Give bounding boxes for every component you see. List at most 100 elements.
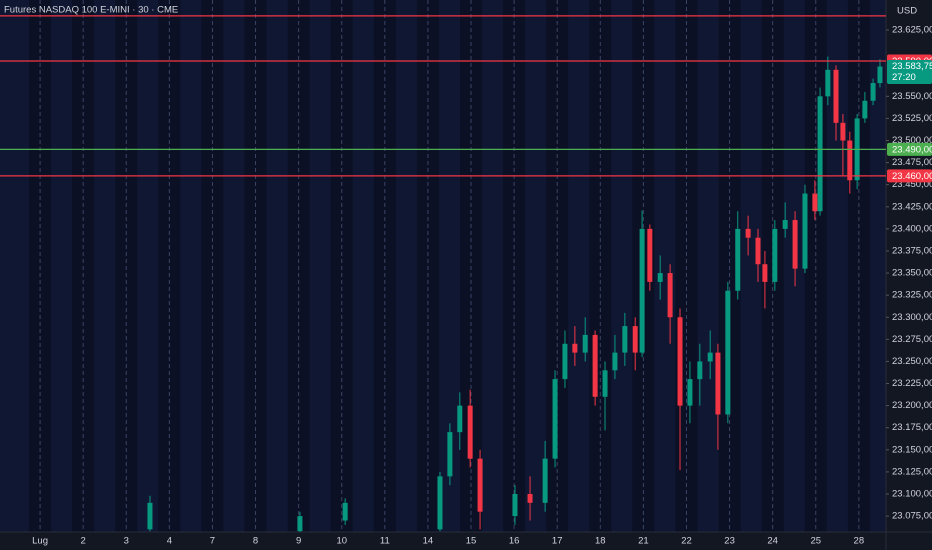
candle-body (735, 228, 741, 291)
x-tick-label: 2 (81, 536, 86, 547)
countdown: 27:20 (892, 72, 916, 83)
last-price-label: 23.583,75 (892, 61, 932, 72)
candle-body (562, 343, 568, 380)
y-tick-label: 23.475,00 (892, 157, 932, 168)
y-tick-label: 23.175,00 (892, 422, 932, 433)
y-tick-label: 23.250,00 (892, 356, 932, 367)
candle-body (582, 334, 588, 353)
y-tick-label: 23.325,00 (892, 290, 932, 301)
candle-body (847, 140, 853, 181)
x-tick-label: 7 (210, 536, 215, 547)
y-tick-label: 23.625,00 (892, 25, 932, 36)
chart-title: Futures NASDAQ 100 E-MINI · 30 · CME (4, 5, 178, 16)
candle-body (457, 405, 463, 433)
time-axis (0, 532, 886, 550)
y-tick-label: 23.150,00 (892, 444, 932, 455)
candle-body (840, 122, 846, 141)
candle-body (647, 228, 653, 282)
x-tick-label: 17 (552, 536, 563, 547)
x-tick-label: 28 (854, 536, 865, 547)
candle-body (687, 379, 693, 406)
candle-body (147, 502, 153, 530)
candle-body (657, 273, 663, 282)
candle-body (667, 273, 673, 318)
candle-body (542, 458, 548, 503)
x-tick-label: 24 (767, 536, 778, 547)
last-price-badge (887, 60, 932, 84)
candle-body (755, 237, 761, 265)
price-badge-label: 23.460,00 (892, 171, 932, 182)
price-badge (887, 142, 932, 156)
candle-body (707, 352, 713, 362)
y-tick-label: 23.300,00 (892, 312, 932, 323)
y-tick-label: 23.375,00 (892, 245, 932, 256)
candle-body (572, 343, 578, 353)
y-tick-label: 23.200,00 (892, 400, 932, 411)
candle-body (622, 326, 628, 353)
x-tick-label: 21 (638, 536, 649, 547)
price-badge (887, 169, 932, 183)
y-tick-label: 23.275,00 (892, 334, 932, 345)
candle-body (870, 83, 876, 101)
candle-body (639, 228, 645, 353)
candle-body (552, 379, 558, 459)
candle-body (342, 502, 348, 521)
candle-body (437, 476, 443, 530)
y-tick-label: 23.450,00 (892, 179, 932, 190)
x-tick-label: 8 (253, 536, 258, 547)
candle-body (862, 100, 868, 119)
x-tick-label: 3 (124, 536, 129, 547)
y-tick-label: 23.550,00 (892, 91, 932, 102)
x-tick-label: 25 (810, 536, 821, 547)
y-tick-label: 23.100,00 (892, 489, 932, 500)
candle-body (297, 516, 303, 532)
price-axis (886, 0, 932, 550)
x-tick-label: 4 (167, 536, 172, 547)
candle-body (833, 69, 839, 123)
candle-body (715, 352, 721, 415)
candle-body (447, 432, 453, 477)
x-tick-label: 9 (296, 536, 301, 547)
y-tick-label: 23.125,00 (892, 466, 932, 477)
y-tick-label: 23.400,00 (892, 223, 932, 234)
y-tick-label: 23.500,00 (892, 135, 932, 146)
currency: USD (897, 6, 917, 17)
x-tick-label: 22 (681, 536, 692, 547)
y-tick-label: 23.425,00 (892, 201, 932, 212)
y-tick-label: 23.225,00 (892, 378, 932, 389)
candle-body (745, 228, 751, 238)
y-tick-label: 23.075,00 (892, 511, 932, 522)
candle-body (825, 69, 831, 97)
candle-body (527, 494, 533, 503)
candle-body (772, 228, 778, 282)
candle-body (592, 334, 598, 397)
x-tick-label: 23 (724, 536, 735, 547)
candle-body (802, 193, 808, 269)
candle-body (817, 96, 823, 212)
candle-body (697, 361, 703, 380)
candle-body (602, 370, 608, 397)
y-tick-label: 23.525,00 (892, 113, 932, 124)
session-bands (29, 0, 870, 532)
price-badge-label: 23.490,00 (892, 144, 932, 155)
x-tick-label: 18 (595, 536, 606, 547)
candle-body (877, 66, 883, 84)
x-tick-label: 15 (466, 536, 477, 547)
candle-body (725, 290, 731, 415)
x-tick-label: 16 (509, 536, 520, 547)
x-tick-label: 14 (423, 536, 434, 547)
x-tick-label: 10 (336, 536, 347, 547)
candle-body (782, 220, 788, 229)
candle-body (812, 193, 818, 212)
candle-body (677, 317, 683, 406)
candle-body (477, 458, 483, 512)
candle-body (512, 494, 518, 517)
candle-body (792, 220, 798, 269)
candle-body (467, 405, 473, 459)
candle-body (762, 264, 768, 282)
x-tick-label: Lug (32, 536, 48, 547)
x-tick-label: 11 (380, 536, 390, 547)
candle-body (632, 326, 638, 353)
